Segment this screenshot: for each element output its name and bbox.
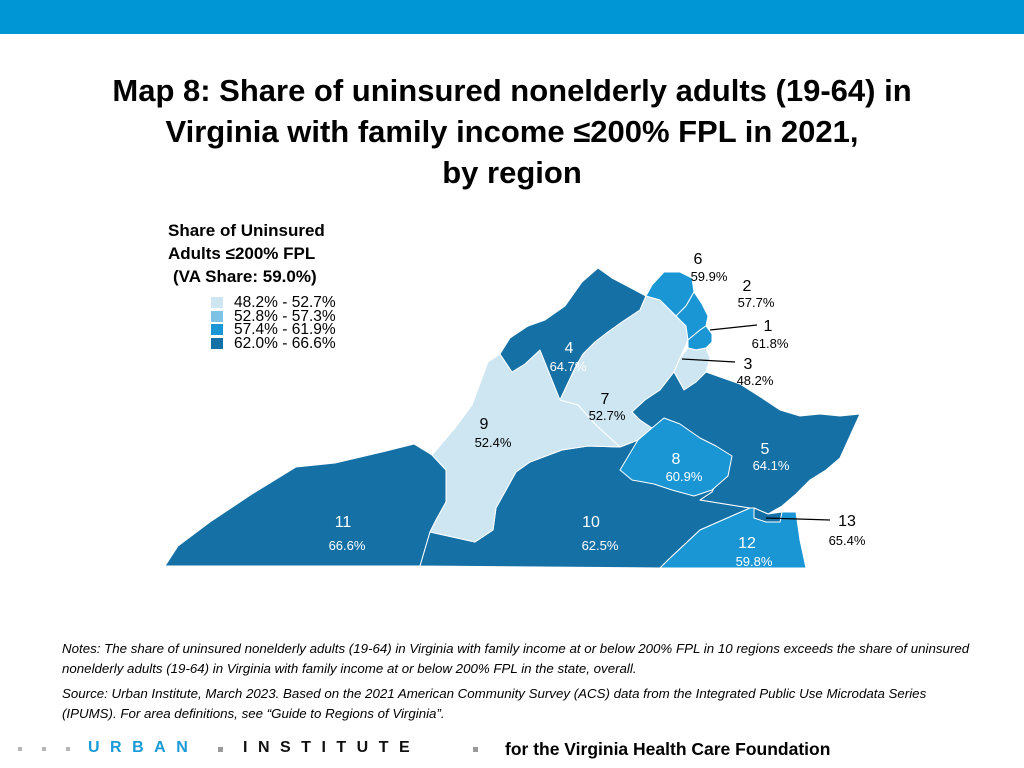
region-value-10: 62.5%	[582, 538, 619, 553]
footer-dot	[218, 747, 223, 752]
region-label-9: 9	[480, 416, 489, 433]
footer-dot	[473, 747, 478, 752]
notes-text: Notes: The share of uninsured nonelderly…	[62, 641, 970, 676]
title-line-2: Virginia with family income ≤200% FPL in…	[165, 114, 859, 149]
region-label-7: 7	[601, 391, 610, 408]
footer: URBAN INSTITUTE for the Virginia Health …	[0, 736, 1024, 764]
legend-title-line-1: Share of Uninsured	[168, 221, 325, 240]
region-7-shape	[559, 295, 689, 448]
legend-swatch	[211, 297, 223, 309]
region-value-8: 60.9%	[666, 469, 703, 484]
region-label-1: 1	[764, 318, 773, 335]
region-value-6: 59.9%	[691, 269, 728, 284]
region-label-12: 12	[738, 535, 756, 552]
legend-swatch	[211, 337, 223, 349]
title-line-1: Map 8: Share of uninsured nonelderly adu…	[112, 73, 912, 108]
top-banner	[0, 0, 1024, 34]
region-11-shape	[164, 443, 447, 567]
region-value-7: 52.7%	[589, 408, 626, 423]
urban-wordmark: URBAN	[88, 739, 199, 756]
legend-title: Share of Uninsured Adults ≤200% FPL (VA …	[168, 219, 325, 288]
region-label-5: 5	[761, 441, 770, 458]
legend-label: 48.2% - 52.7%	[234, 294, 336, 312]
region-2-shape	[675, 291, 709, 341]
region-value-12: 59.8%	[736, 554, 773, 569]
region-value-9: 52.4%	[475, 435, 512, 450]
source-text: Source: Urban Institute, March 2023. Bas…	[62, 686, 927, 721]
region-value-4: 64.7%	[550, 359, 587, 374]
region-value-2: 57.7%	[738, 295, 775, 310]
institute-wordmark: INSTITUTE	[243, 739, 421, 756]
region-value-5: 64.1%	[753, 458, 790, 473]
region-value-3: 48.2%	[737, 373, 774, 388]
legend-title-line-3: (VA Share: 59.0%)	[173, 267, 317, 286]
region-label-11: 11	[335, 514, 352, 531]
title-line-3: by region	[442, 155, 582, 190]
region-6-shape	[645, 271, 695, 317]
legend-label: 57.4% - 61.9%	[234, 321, 336, 339]
region-label-10: 10	[582, 514, 600, 531]
region-label-2: 2	[743, 278, 752, 295]
legend-swatch	[211, 324, 223, 336]
legend-label: 52.8% - 57.3%	[234, 307, 336, 325]
footer-tagline: for the Virginia Health Care Foundation	[505, 739, 831, 759]
region-label-3: 3	[744, 356, 753, 373]
region-label-6: 6	[694, 251, 703, 268]
region-label-8: 8	[672, 451, 681, 468]
region-8-shape	[619, 417, 733, 497]
region-9-shape	[429, 349, 621, 543]
leader-line-13	[765, 517, 831, 521]
legend-item: 52.8% - 57.3%	[211, 307, 336, 325]
notes-section: Notes: The share of uninsured nonelderly…	[62, 639, 972, 724]
legend: 48.2% - 52.7% 52.8% - 57.3% 57.4% - 61.9…	[211, 294, 336, 352]
footer-dot	[66, 747, 70, 751]
legend-item: 48.2% - 52.7%	[211, 294, 336, 312]
leader-line-3	[681, 358, 736, 363]
legend-title-line-2: Adults ≤200% FPL	[168, 244, 316, 263]
region-label-4: 4	[565, 340, 574, 357]
page-title: Map 8: Share of uninsured nonelderly adu…	[40, 70, 984, 193]
footer-dot	[42, 747, 46, 751]
legend-item: 62.0% - 66.6%	[211, 334, 336, 352]
region-value-1: 61.8%	[752, 336, 789, 351]
region-value-13: 65.4%	[829, 533, 866, 548]
footer-dot	[18, 747, 22, 751]
region-label-13: 13	[838, 513, 856, 530]
region-value-11: 66.6%	[329, 538, 366, 553]
legend-item: 57.4% - 61.9%	[211, 321, 336, 339]
legend-swatch	[211, 310, 223, 322]
leader-line-1	[709, 324, 758, 331]
legend-label: 62.0% - 66.6%	[234, 334, 336, 352]
